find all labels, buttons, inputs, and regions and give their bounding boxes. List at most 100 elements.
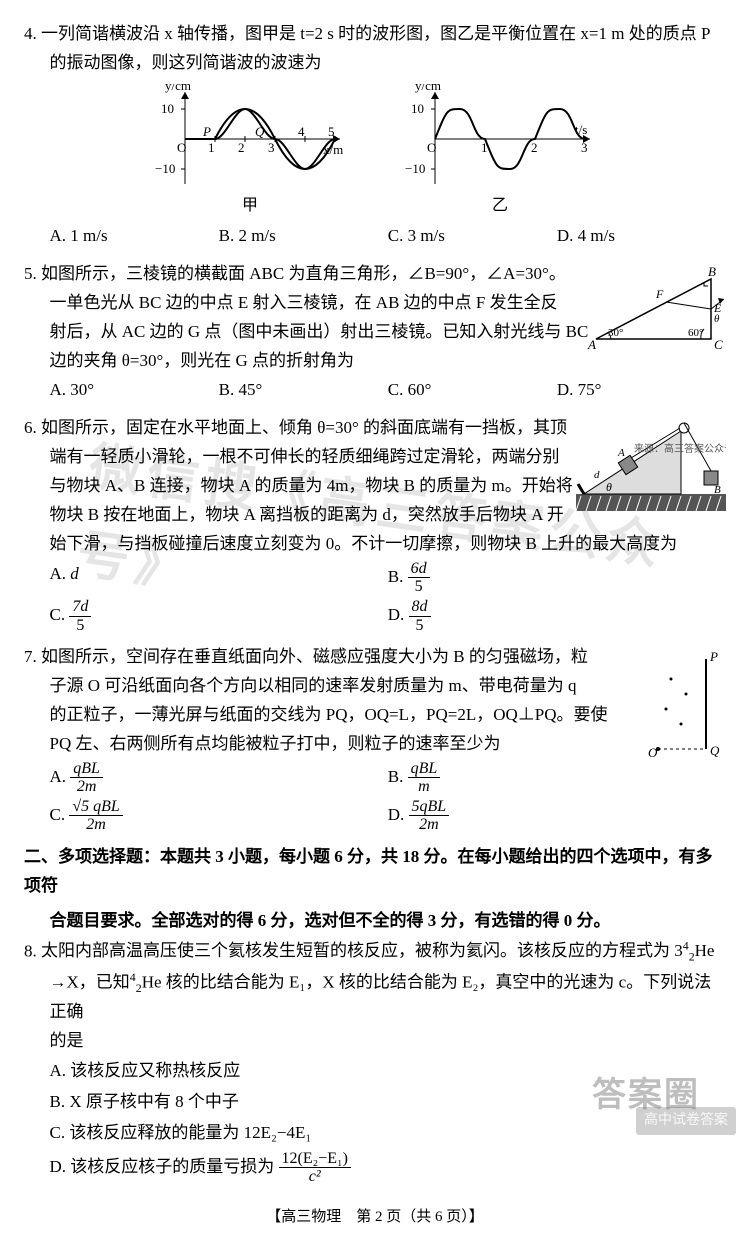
q7-c-pre: C. bbox=[50, 805, 70, 824]
q6-theta: θ bbox=[606, 480, 612, 494]
q6-d: d bbox=[594, 469, 600, 481]
q5-options: A. 30° B. 45° C. 60° D. 75° bbox=[24, 375, 726, 406]
q5-opt-b: B. 45° bbox=[219, 375, 388, 406]
q6-d-pre: D. bbox=[388, 605, 409, 624]
q7-opt-a: A. qBL2m bbox=[50, 759, 388, 797]
q6-figure: θ d A B 来源：高三答案公众号 bbox=[576, 416, 726, 511]
q7-text-4: PQ 左、右两侧所有点均能被粒子打中，则粒子的速率至少为 bbox=[24, 730, 726, 759]
q7-P: P bbox=[709, 649, 718, 664]
q7-opt-c: C. √5 qBL2m bbox=[50, 797, 388, 835]
q6-c-pre: C. bbox=[50, 605, 70, 624]
chart1-caption: 甲 bbox=[155, 192, 345, 219]
q7-a-num: qBL bbox=[70, 760, 103, 779]
q8-t1a: 太阳内部高温高压使三个氦核发生短暂的核反应，被称为氦闪。该核反应的方程式为 3 bbox=[41, 941, 683, 960]
chart2-ylabel: y/cm bbox=[415, 84, 441, 93]
q6-text-1: 如图所示，固定在水平地面上、倾角 θ=30° 的斜面底端有一挡板，其顶 bbox=[41, 418, 567, 437]
section-2-head: 二、多项选择题：本题共 3 小题，每小题 6 分，共 18 分。在每小题给出的四… bbox=[24, 843, 726, 901]
wave-chart-2: y/cm t/s 10 −10 O 1 2 3 bbox=[405, 84, 595, 194]
chart2-ytop: 10 bbox=[411, 101, 424, 116]
chart2-xlabel: t/s bbox=[575, 122, 587, 137]
question-4: 4. 一列简谐横波沿 x 轴传播，图甲是 t=2 s 时的波形图，图乙是平衡位置… bbox=[24, 20, 726, 252]
q6-opt-b: B. 6d5 bbox=[388, 559, 726, 597]
chart2-x1: 1 bbox=[481, 140, 488, 155]
q5-opt-d: D. 75° bbox=[557, 375, 726, 406]
wave-chart-1: y/cm x/m 10 −10 O 1 2 3 4 5 P Q bbox=[155, 84, 345, 194]
q6-a-pre: A. bbox=[50, 564, 71, 583]
q7-d-pre: D. bbox=[388, 805, 409, 824]
q6-d-num: 8d bbox=[409, 598, 431, 617]
q7-c-den: 2m bbox=[69, 816, 122, 834]
question-6: θ d A B 来源：高三答案公众号 6. 如图所示，固定在水平地面上、倾角 θ… bbox=[24, 414, 726, 635]
chart1-Q: Q bbox=[255, 124, 265, 139]
q7-text-1: 如图所示，空间存在垂直纸面向外、磁感应强度大小为 B 的匀强磁场，粒 bbox=[41, 647, 588, 666]
q8-he: He bbox=[695, 941, 715, 960]
chart1-x1: 1 bbox=[208, 140, 215, 155]
q7-figure: O P Q bbox=[646, 649, 726, 759]
q7-b-num: qBL bbox=[408, 760, 441, 779]
q7-options: A. qBL2m B. qBLm C. √5 qBL2m D. 5qBL2m bbox=[24, 759, 726, 835]
q6-number: 6. bbox=[24, 418, 41, 437]
q6-text-5: 始下滑，与挡板碰撞后速度立刻变为 0。不计一切摩擦，则物块 B 上升的最大高度为 bbox=[24, 530, 726, 559]
chart1-ylabel: y/cm bbox=[165, 84, 191, 93]
q8-number: 8. bbox=[24, 941, 41, 960]
chart1-P: P bbox=[202, 124, 211, 139]
chart1-ytop: 10 bbox=[161, 101, 174, 116]
q8-d-den: c² bbox=[279, 1168, 351, 1186]
q6-opt-d: D. 8d5 bbox=[388, 597, 726, 635]
q8-text-3: 的是 bbox=[24, 1027, 726, 1056]
q8-d-pre: D. 该核反应核子的质量亏损为 bbox=[50, 1157, 279, 1176]
chart2-ybot: −10 bbox=[405, 161, 425, 176]
chart2-origin: O bbox=[427, 140, 436, 155]
section2-line2: 合题目要求。全部选对的得 6 分，选对但不全的得 3 分，有选错的得 0 分。 bbox=[24, 907, 726, 936]
page-footer: 【高三物理 第 2 页（共 6 页）】 bbox=[24, 1205, 726, 1231]
q6-options: A. d B. 6d5 C. 7d5 D. 8d5 bbox=[24, 559, 726, 635]
q7-d-den: 2m bbox=[409, 816, 450, 834]
q5-figure: A B C E F 30° 60° θ bbox=[586, 264, 726, 354]
q8-t2a: →X，已知 bbox=[50, 973, 130, 992]
q6-c-den: 5 bbox=[69, 617, 91, 635]
q5-opt-c: C. 60° bbox=[388, 375, 557, 406]
question-8: 8. 太阳内部高温高压使三个氦核发生短暂的核反应，被称为氦闪。该核反应的方程式为… bbox=[24, 936, 726, 1187]
question-5: A B C E F 30° 60° θ 5. 如图所示，三棱镜的横截面 ABC … bbox=[24, 260, 726, 406]
q8-d-num: 12(E₂−E₁) bbox=[279, 1150, 351, 1169]
q7-a-den: 2m bbox=[70, 778, 103, 796]
q7-opt-b: B. qBLm bbox=[388, 759, 726, 797]
q4-text-line1: 一列简谐横波沿 x 轴传播，图甲是 t=2 s 时的波形图，图乙是平衡位置在 x… bbox=[41, 24, 710, 43]
q7-b-pre: B. bbox=[388, 767, 408, 786]
question-7: O P Q 7. 如图所示，空间存在垂直纸面向外、磁感应强度大小为 B 的匀强磁… bbox=[24, 643, 726, 835]
q5-theta: θ bbox=[714, 313, 720, 325]
q7-a-pre: A. bbox=[50, 767, 71, 786]
q6-c-num: 7d bbox=[69, 598, 91, 617]
q6-d-den: 5 bbox=[409, 617, 431, 635]
q4-opt-c: C. 3 m/s bbox=[388, 221, 557, 252]
q7-opt-d: D. 5qBL2m bbox=[388, 797, 726, 835]
q4-chart-1: y/cm x/m 10 −10 O 1 2 3 4 5 P Q bbox=[155, 84, 345, 219]
q5-label-C: C bbox=[714, 337, 723, 352]
q5-label-B: B bbox=[708, 264, 716, 279]
corner-watermark: 高中试卷答案 bbox=[636, 1107, 736, 1135]
q7-text-2: 子源 O 可沿纸面向各个方向以相同的速率发射质量为 m、带电荷量为 q bbox=[24, 672, 726, 701]
q6-a-val: d bbox=[70, 564, 79, 583]
q5-opt-a: A. 30° bbox=[50, 375, 219, 406]
chart1-x3: 3 bbox=[268, 140, 275, 155]
q6-b-pre: B. bbox=[388, 567, 408, 586]
q5-label-F: F bbox=[655, 287, 664, 301]
q6-A: A bbox=[617, 447, 625, 459]
chart1-origin: O bbox=[177, 140, 186, 155]
q8-he2: He bbox=[142, 973, 162, 992]
q8-opt-d: D. 该核反应核子的质量亏损为 12(E₂−E₁)c² bbox=[50, 1149, 727, 1187]
q7-d-num: 5qBL bbox=[409, 798, 450, 817]
q5-number: 5. bbox=[24, 264, 41, 283]
q5-label-A: A bbox=[587, 337, 596, 352]
q4-charts: y/cm x/m 10 −10 O 1 2 3 4 5 P Q bbox=[24, 84, 726, 219]
section2-line1: 二、多项选择题：本题共 3 小题，每小题 6 分，共 18 分。在每小题给出的四… bbox=[24, 847, 713, 895]
q7-b-den: m bbox=[408, 778, 441, 796]
q6-B: B bbox=[714, 484, 721, 496]
q6-opt-c: C. 7d5 bbox=[50, 597, 388, 635]
q7-number: 7. bbox=[24, 647, 41, 666]
q7-O: O bbox=[648, 745, 658, 759]
q6-b-num: 6d bbox=[408, 560, 430, 579]
q5-text-1: 如图所示，三棱镜的横截面 ABC 为直角三角形，∠B=90°，∠A=30°。 bbox=[41, 264, 566, 283]
chart1-x2: 2 bbox=[238, 140, 245, 155]
q8-text-1: 太阳内部高温高压使三个氦核发生短暂的核反应，被称为氦闪。该核反应的方程式为 34… bbox=[41, 941, 714, 960]
